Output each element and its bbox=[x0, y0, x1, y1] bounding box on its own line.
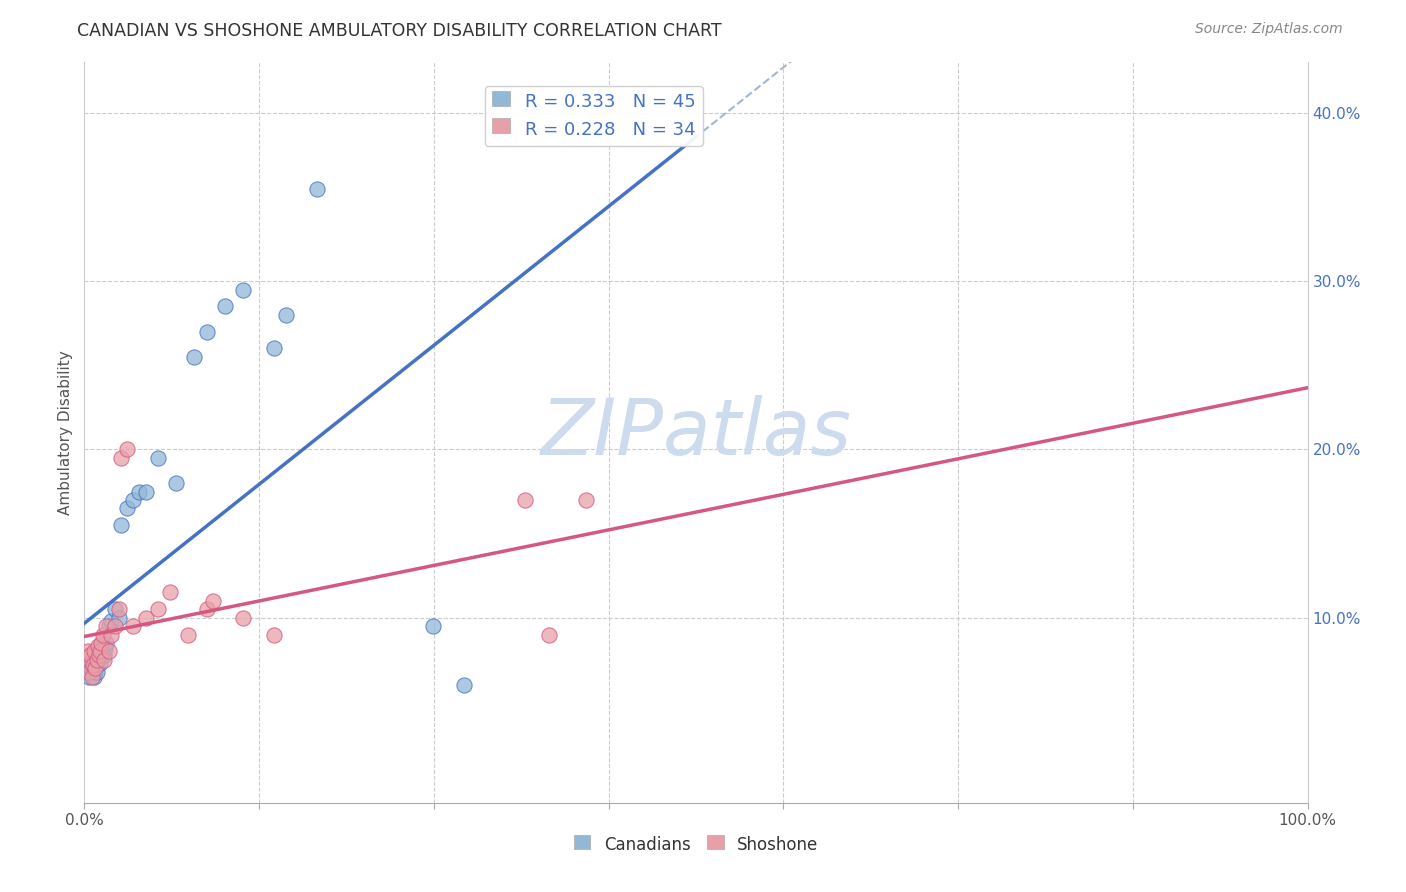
Point bbox=[77, 644, 100, 658]
Point bbox=[135, 484, 157, 499]
Point bbox=[84, 661, 107, 675]
Point bbox=[87, 648, 110, 662]
Point bbox=[87, 640, 110, 654]
Point bbox=[90, 644, 112, 658]
Point bbox=[146, 602, 169, 616]
Point bbox=[104, 602, 127, 616]
Point bbox=[87, 653, 110, 667]
Point bbox=[201, 594, 224, 608]
Point bbox=[91, 627, 114, 641]
Point bbox=[83, 644, 105, 658]
Point bbox=[97, 644, 120, 658]
Point bbox=[100, 614, 122, 628]
Point bbox=[86, 657, 108, 672]
Point bbox=[232, 610, 254, 624]
Point bbox=[183, 350, 205, 364]
Point bbox=[305, 181, 328, 195]
Point bbox=[76, 653, 98, 667]
Point bbox=[83, 670, 105, 684]
Point bbox=[86, 653, 108, 667]
Point bbox=[76, 665, 98, 679]
Point bbox=[87, 648, 110, 662]
Point bbox=[263, 342, 285, 356]
Point bbox=[91, 640, 114, 654]
Point bbox=[77, 657, 100, 672]
Point bbox=[575, 492, 598, 507]
Text: CANADIAN VS SHOSHONE AMBULATORY DISABILITY CORRELATION CHART: CANADIAN VS SHOSHONE AMBULATORY DISABILI… bbox=[77, 22, 721, 40]
Point bbox=[513, 492, 536, 507]
Point bbox=[115, 442, 138, 457]
Point bbox=[87, 644, 110, 658]
Point bbox=[80, 665, 103, 679]
Y-axis label: Ambulatory Disability: Ambulatory Disability bbox=[58, 351, 73, 515]
Point bbox=[214, 300, 236, 314]
Point bbox=[77, 665, 100, 679]
Point bbox=[122, 619, 145, 633]
Point bbox=[422, 619, 444, 633]
Point bbox=[128, 484, 150, 499]
Point bbox=[87, 640, 110, 655]
Point bbox=[84, 651, 107, 665]
Point bbox=[195, 602, 218, 616]
Point bbox=[89, 656, 111, 670]
Point bbox=[84, 665, 107, 679]
Point bbox=[79, 661, 101, 675]
Legend: Canadians, Shoshone: Canadians, Shoshone bbox=[567, 830, 825, 861]
Point bbox=[100, 627, 122, 641]
Point bbox=[80, 670, 103, 684]
Point bbox=[97, 619, 120, 633]
Text: Source: ZipAtlas.com: Source: ZipAtlas.com bbox=[1195, 22, 1343, 37]
Point bbox=[538, 627, 561, 641]
Point bbox=[107, 602, 129, 616]
Point bbox=[82, 648, 104, 662]
Point bbox=[195, 325, 218, 339]
Point bbox=[79, 653, 101, 667]
Text: ZIPatlas: ZIPatlas bbox=[540, 394, 852, 471]
Point bbox=[104, 619, 127, 633]
Point bbox=[110, 518, 132, 533]
Point bbox=[94, 640, 117, 655]
Point bbox=[453, 678, 475, 692]
Point bbox=[82, 653, 104, 667]
Point bbox=[83, 661, 105, 675]
Point bbox=[107, 610, 129, 624]
Point bbox=[96, 636, 118, 650]
Point bbox=[96, 619, 118, 633]
Point bbox=[122, 492, 145, 507]
Point bbox=[263, 627, 285, 641]
Point bbox=[135, 610, 157, 624]
Point bbox=[77, 670, 100, 684]
Point bbox=[93, 653, 115, 667]
Point bbox=[110, 450, 132, 465]
Point bbox=[80, 656, 103, 670]
Point bbox=[93, 648, 115, 662]
Point bbox=[165, 476, 187, 491]
Point bbox=[90, 636, 112, 650]
Point bbox=[82, 657, 104, 672]
Point bbox=[115, 501, 138, 516]
Point bbox=[232, 283, 254, 297]
Point bbox=[177, 627, 200, 641]
Point bbox=[86, 665, 108, 679]
Point bbox=[89, 644, 111, 658]
Point bbox=[79, 648, 101, 662]
Point bbox=[276, 308, 298, 322]
Point bbox=[159, 585, 181, 599]
Point bbox=[146, 450, 169, 465]
